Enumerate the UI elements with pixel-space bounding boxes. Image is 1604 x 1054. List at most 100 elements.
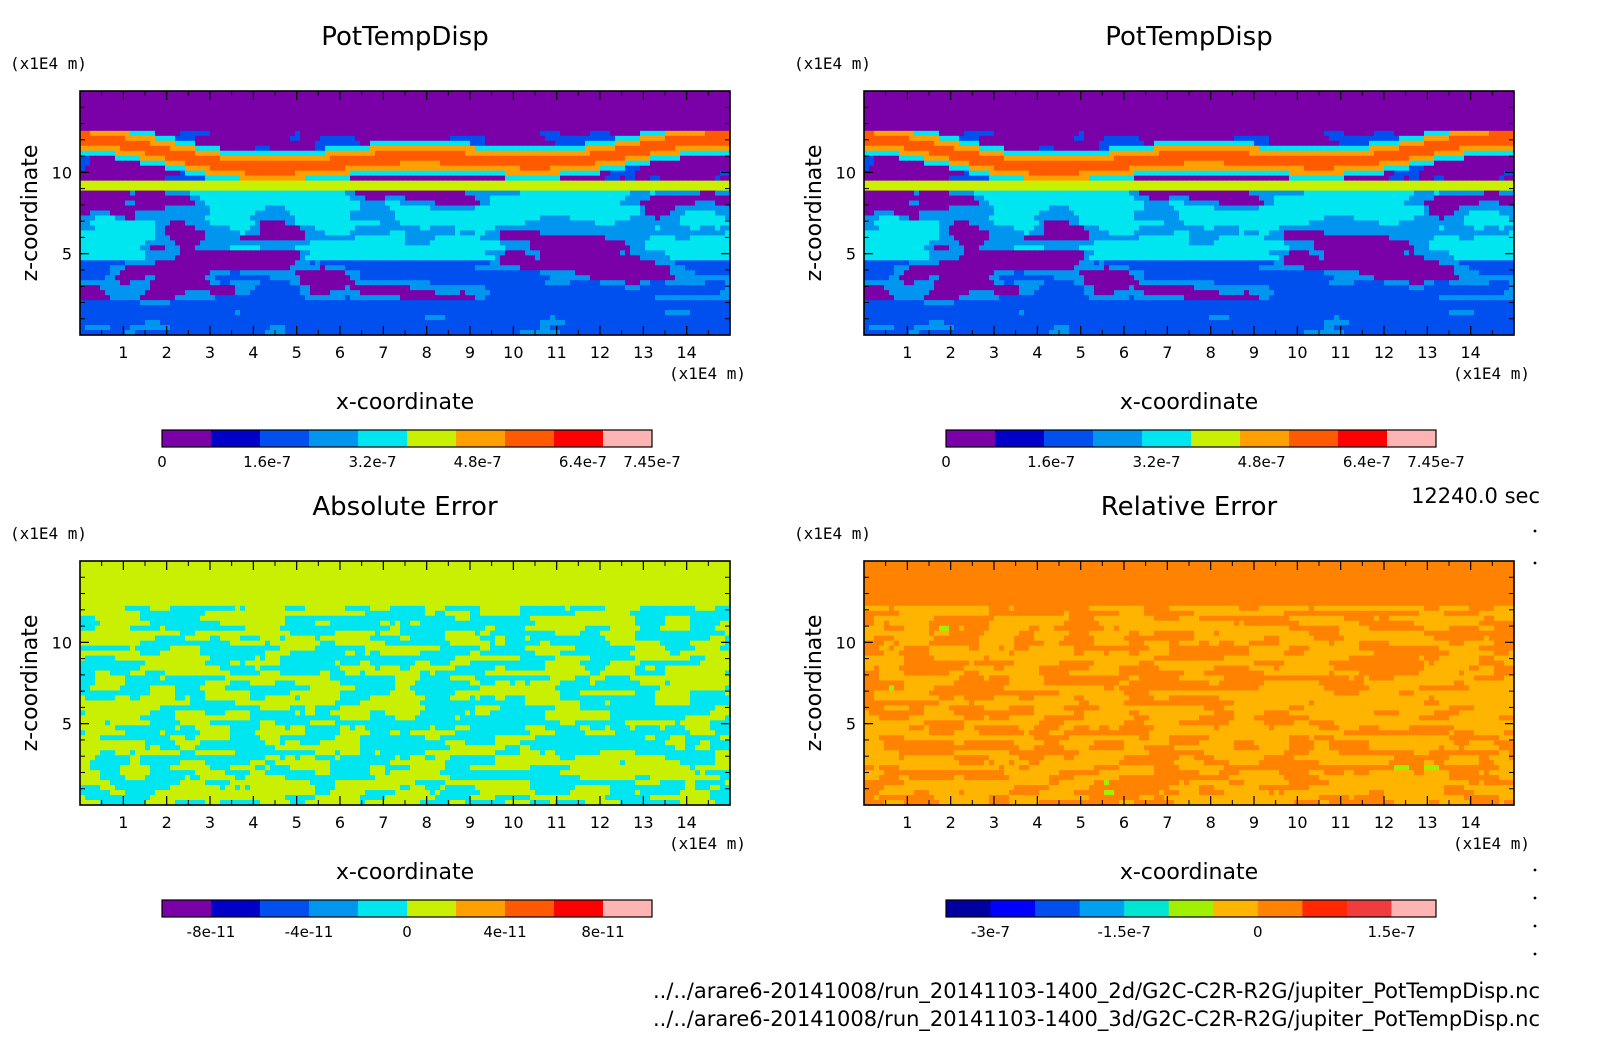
heatmap-cell — [720, 255, 726, 261]
heatmap-cell — [210, 120, 216, 127]
heatmap-cell — [330, 175, 336, 182]
heatmap-cell — [150, 115, 156, 122]
heatmap-cell — [620, 155, 626, 162]
heatmap-cell — [255, 100, 261, 107]
heatmap-cell — [185, 220, 191, 227]
heatmap-cell — [195, 175, 201, 182]
heatmap-cell — [415, 235, 421, 241]
heatmap-cell — [170, 275, 176, 281]
heatmap-cell — [520, 220, 526, 227]
heatmap-cell — [675, 120, 681, 127]
heatmap-cell — [185, 135, 191, 142]
heatmap-cell — [615, 210, 621, 217]
heatmap-cell — [535, 95, 541, 102]
heatmap-cell — [590, 205, 596, 212]
heatmap-cell — [645, 210, 651, 217]
heatmap-cell — [370, 255, 376, 261]
heatmap-cell — [240, 240, 246, 246]
heatmap-cell — [210, 130, 216, 137]
heatmap-cell — [505, 140, 511, 147]
heatmap-cell — [145, 260, 151, 266]
heatmap-cell — [370, 220, 376, 227]
heatmap-cell — [240, 110, 246, 117]
heatmap-cell — [275, 270, 281, 276]
heatmap-cell — [260, 95, 266, 102]
heatmap-cell — [275, 235, 281, 241]
heatmap-cell — [130, 215, 136, 222]
heatmap-cell — [420, 235, 426, 241]
heatmap-cell — [640, 135, 646, 142]
heatmap-cell — [160, 225, 166, 232]
heatmap-cell — [540, 270, 546, 276]
heatmap-cell — [410, 180, 416, 187]
heatmap-cell — [505, 205, 511, 212]
heatmap-cell — [625, 170, 631, 177]
heatmap-cell — [475, 240, 481, 246]
heatmap-cell — [435, 130, 441, 137]
heatmap-cell — [90, 185, 96, 192]
heatmap-cell — [535, 155, 541, 162]
heatmap-cell — [390, 140, 396, 147]
heatmap-cell — [120, 185, 126, 192]
heatmap-cell — [575, 185, 581, 192]
heatmap-cell — [315, 205, 321, 212]
heatmap-cell — [615, 260, 621, 266]
heatmap-cell — [85, 105, 91, 112]
heatmap-cell — [330, 120, 336, 127]
heatmap-cell — [700, 91, 706, 97]
heatmap-cell — [640, 165, 646, 172]
heatmap-cell — [655, 95, 661, 102]
heatmap-cell — [80, 275, 86, 281]
heatmap-cell — [415, 130, 421, 137]
heatmap-cell — [475, 155, 481, 162]
heatmap-cell — [435, 155, 441, 162]
heatmap-cell — [340, 230, 346, 237]
heatmap-cell — [400, 150, 406, 157]
heatmap-cell — [310, 230, 316, 237]
heatmap-cell — [500, 195, 506, 202]
heatmap-cell — [350, 180, 356, 187]
heatmap-cell — [515, 245, 521, 251]
heatmap-cell — [370, 125, 376, 132]
heatmap-cell — [340, 240, 346, 246]
heatmap-cell — [470, 270, 476, 276]
heatmap-cell — [350, 135, 356, 142]
heatmap-cell — [615, 205, 621, 212]
heatmap-cell — [705, 140, 711, 147]
heatmap-cell — [80, 145, 86, 152]
heatmap-cell — [440, 180, 446, 187]
heatmap-cell — [250, 185, 256, 192]
heatmap-cell — [300, 205, 306, 212]
heatmap-cell — [435, 105, 441, 112]
heatmap-cell — [595, 120, 601, 127]
heatmap-cell — [275, 210, 281, 217]
heatmap-cell — [500, 150, 506, 157]
heatmap-cell — [175, 125, 181, 132]
heatmap-cell — [565, 155, 571, 162]
heatmap-cell — [240, 155, 246, 162]
heatmap-cell — [85, 120, 91, 127]
heatmap-cell — [650, 115, 656, 122]
heatmap-cell — [600, 260, 606, 266]
heatmap-cell — [85, 255, 91, 261]
heatmap-cell — [275, 230, 281, 237]
heatmap-cell — [620, 91, 626, 97]
heatmap-cell — [620, 270, 626, 276]
heatmap-cell — [370, 165, 376, 172]
heatmap-cell — [230, 280, 236, 286]
heatmap-cell — [240, 185, 246, 192]
heatmap-cell — [90, 125, 96, 132]
chart-panel-1: PotTempDisp(x1E4 m)1 2 3 4 5 6 7 8 9 10 11 12 13 1451… — [10, 22, 746, 471]
heatmap-cell — [535, 140, 541, 147]
heatmap-cell — [135, 200, 141, 207]
heatmap-cell — [240, 255, 246, 261]
heatmap-cell — [665, 105, 671, 112]
heatmap-cell — [615, 180, 621, 187]
heatmap-cell — [200, 95, 206, 102]
heatmap-cell — [675, 230, 681, 237]
heatmap-cell — [660, 160, 666, 167]
heatmap-cell — [345, 180, 351, 187]
heatmap-cell — [100, 170, 106, 177]
heatmap-cell — [455, 230, 461, 237]
heatmap-cell — [120, 130, 126, 137]
